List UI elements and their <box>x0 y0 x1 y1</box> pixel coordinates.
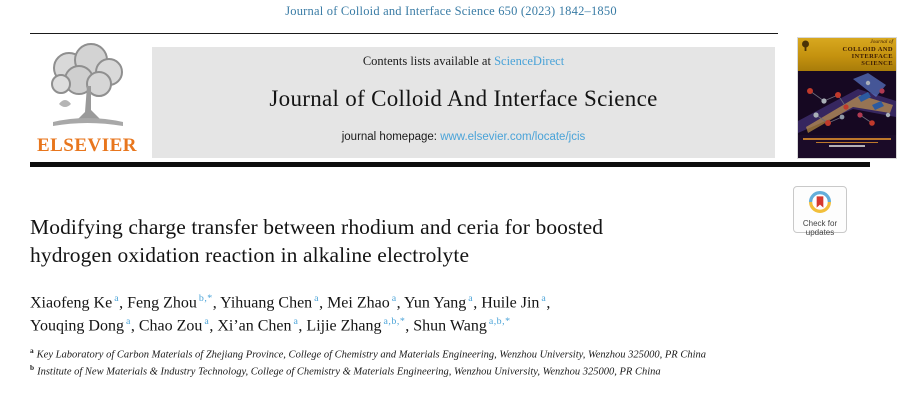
author-name[interactable]: Xiaofeng Ke <box>30 294 113 312</box>
author-name[interactable]: Yihuang Chen <box>220 294 313 312</box>
article-title: Modifying charge transfer between rhodiu… <box>30 214 750 269</box>
journal-name: Journal of Colloid And Interface Science <box>269 86 658 111</box>
author-name[interactable]: Huile Jin <box>481 294 540 312</box>
author-name[interactable]: Lijie Zhang <box>306 317 382 335</box>
cover-footer-line <box>816 141 878 143</box>
journal-banner: Contents lists available at ScienceDirec… <box>152 47 775 158</box>
elsevier-wordmark: ELSEVIER <box>36 135 138 156</box>
article-title-line1: Modifying charge transfer between rhodiu… <box>30 215 604 239</box>
check-badge-line2: updates <box>805 228 835 238</box>
author-line: Youqing Dong a, Chao Zou a, Xi’an Chen a, L… <box>30 316 511 335</box>
journal-cover-thumbnail[interactable]: Journal of COLLOID AND INTERFACE SCIENCE <box>798 38 896 158</box>
elsevier-tree-icon <box>51 43 123 126</box>
homepage-prefix: journal homepage: <box>341 131 441 143</box>
cover-footer-line <box>829 145 865 147</box>
cover-footer-line <box>803 138 891 140</box>
top-divider <box>30 33 778 34</box>
author-line: Xiaofeng Ke a, Feng Zhou b,*, Yihuang Chen… <box>30 293 551 312</box>
header-divider <box>30 162 870 167</box>
author-affiliation-sup[interactable]: a <box>293 316 299 328</box>
affiliation-sup: a <box>30 346 34 355</box>
crossmark-icon <box>809 191 831 213</box>
cover-title-caps-line: SCIENCE <box>861 59 893 67</box>
author-affiliation-sup[interactable]: a <box>114 293 120 304</box>
affiliation-list: a Key Laboratory of Carbon Materials of Z… <box>30 346 820 379</box>
contents-line: Contents lists available at ScienceDirec… <box>152 54 775 69</box>
sciencedirect-link[interactable]: ScienceDirect <box>494 54 565 68</box>
author-name[interactable]: Mei Zhao <box>327 294 390 312</box>
author-list: Xiaofeng Ke a, Feng Zhou b,*, Yihuang Chen… <box>30 292 770 338</box>
cover-title-caps-line: INTERFACE <box>851 52 893 60</box>
cover-title-caps-line: COLLOID AND <box>842 45 893 53</box>
author-name[interactable]: Yun Yang <box>404 294 467 312</box>
author-name[interactable]: Feng Zhou <box>127 294 197 312</box>
affiliation-item: b Institute of New Materials & Industry T… <box>30 363 820 380</box>
cover-footer-text <box>798 135 896 158</box>
author-affiliation-sup[interactable]: a,b,* <box>488 316 511 328</box>
author-affiliation-sup[interactable]: a <box>391 293 397 304</box>
author-name[interactable]: Xi’an Chen <box>217 317 292 335</box>
author-affiliation-sup[interactable]: a <box>541 293 547 304</box>
cover-title: Journal of COLLOID AND INTERFACE SCIENCE <box>801 39 893 67</box>
author-affiliation-sup[interactable]: b,* <box>198 293 213 304</box>
citation-line: Journal of Colloid and Interface Science… <box>285 4 617 18</box>
author-affiliation-sup[interactable]: a,b,* <box>383 316 406 328</box>
author-name[interactable]: Chao Zou <box>138 317 203 335</box>
elsevier-logo[interactable]: ELSEVIER <box>28 42 146 160</box>
author-affiliation-sup[interactable]: a <box>204 316 210 328</box>
contents-prefix: Contents lists available at <box>362 54 495 68</box>
homepage-line: journal homepage: www.elsevier.com/locat… <box>152 131 775 143</box>
check-badge-label: Check for updates <box>794 219 846 237</box>
author-name[interactable]: Shun Wang <box>413 317 487 335</box>
check-badge-line1: Check for <box>802 219 838 228</box>
affiliation-text: Institute of New Materials & Industry Te… <box>37 366 661 378</box>
author-affiliation-sup[interactable]: a <box>314 293 320 304</box>
author-affiliation-sup[interactable]: a <box>125 316 131 328</box>
homepage-link[interactable]: www.elsevier.com/locate/jcis <box>440 131 586 143</box>
affiliation-text: Key Laboratory of Carbon Materials of Zh… <box>36 349 707 361</box>
article-title-line2: hydrogen oxidation reaction in alkaline … <box>30 242 470 267</box>
author-name[interactable]: Youqing Dong <box>30 317 124 335</box>
cover-title-journal-of: Journal of <box>870 39 893 45</box>
check-for-updates-badge[interactable]: Check for updates <box>793 186 847 237</box>
author-affiliation-sup[interactable]: a <box>468 293 474 304</box>
cover-gold-band: Journal of COLLOID AND INTERFACE SCIENCE <box>798 38 896 71</box>
affiliation-item: a Key Laboratory of Carbon Materials of Z… <box>30 346 820 363</box>
cover-title-caps: COLLOID AND INTERFACE SCIENCE <box>801 46 893 67</box>
cover-tree-icon <box>802 40 809 51</box>
affiliation-sup: b <box>30 362 35 372</box>
cover-artwork <box>798 71 896 135</box>
